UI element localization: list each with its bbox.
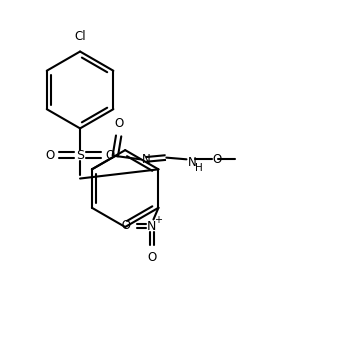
Text: H: H [195, 163, 203, 173]
Text: N: N [188, 156, 197, 169]
Text: N: N [142, 153, 151, 166]
Text: ·O: ·O [118, 219, 131, 232]
Text: O: O [147, 251, 157, 264]
Text: +: + [154, 215, 162, 225]
Text: O: O [114, 117, 123, 130]
Text: S: S [76, 149, 84, 162]
Text: O: O [213, 153, 222, 166]
Text: O: O [106, 149, 115, 162]
Text: Cl: Cl [74, 30, 86, 43]
Text: O: O [45, 149, 54, 162]
Text: N: N [147, 220, 157, 233]
